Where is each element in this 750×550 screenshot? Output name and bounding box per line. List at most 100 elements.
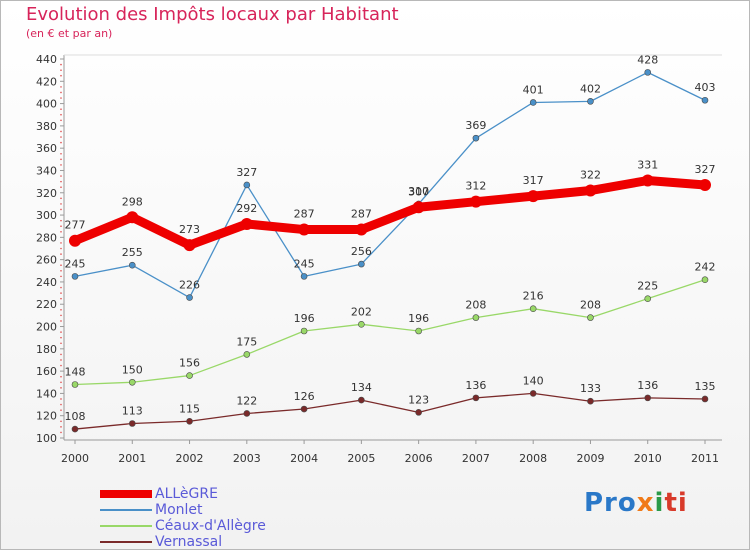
legend-swatch [100, 509, 152, 511]
data-label: 307 [408, 185, 429, 198]
data-point [358, 396, 365, 404]
data-point [529, 305, 537, 312]
y-minor-tick [60, 359, 62, 361]
y-minor-tick [60, 180, 62, 183]
y-tick-label: 400 [36, 98, 57, 111]
y-tick-label: 380 [36, 120, 57, 133]
data-point [699, 178, 711, 191]
data-point [587, 98, 594, 105]
y-minor-tick [60, 426, 62, 428]
data-label: 115 [179, 402, 200, 415]
data-point [469, 195, 482, 208]
y-minor-tick [60, 186, 62, 188]
y-minor-tick [60, 420, 62, 423]
legend-swatch [100, 541, 152, 543]
data-label: 287 [351, 208, 372, 221]
y-minor-tick [60, 381, 62, 384]
y-minor-tick [60, 158, 62, 161]
data-point [240, 217, 253, 230]
legend-swatch [100, 490, 152, 498]
y-minor-tick [60, 286, 62, 289]
y-minor-tick [60, 119, 62, 122]
y-tick-label: 120 [36, 410, 57, 423]
data-point [243, 181, 251, 189]
y-minor-tick [60, 130, 62, 133]
data-point [701, 395, 709, 403]
y-minor-tick [60, 275, 62, 278]
x-tick-label: 2004 [290, 452, 318, 465]
y-minor-tick [60, 86, 62, 88]
y-minor-tick [60, 97, 62, 99]
data-label: 255 [122, 246, 143, 259]
y-minor-tick [60, 336, 62, 339]
y-minor-tick [60, 175, 62, 177]
data-label: 122 [236, 394, 257, 407]
data-point [71, 381, 79, 388]
logo-part-3: i [654, 488, 665, 518]
data-label: 123 [408, 393, 429, 406]
x-tick-label: 2002 [176, 452, 204, 465]
data-point [71, 273, 79, 280]
y-tick-label: 440 [36, 53, 57, 66]
data-point [300, 405, 308, 413]
data-point [128, 420, 136, 427]
data-label: 245 [65, 257, 86, 270]
y-minor-tick [60, 69, 62, 71]
data-point [71, 425, 79, 433]
data-point [183, 239, 196, 252]
legend-label: ALLèGRE [155, 486, 218, 502]
y-tick-label: 280 [36, 231, 57, 244]
data-point [298, 223, 311, 236]
data-point [584, 184, 597, 197]
data-label: 245 [294, 257, 315, 270]
data-point [126, 211, 139, 224]
data-label: 148 [65, 365, 86, 378]
data-label: 292 [236, 202, 257, 215]
x-tick-label: 2008 [519, 452, 547, 465]
y-minor-tick [60, 431, 62, 434]
y-tick-label: 220 [36, 298, 57, 311]
y-minor-tick [60, 208, 62, 211]
y-minor-tick [60, 297, 62, 300]
data-label: 428 [637, 53, 658, 66]
y-minor-tick [60, 219, 62, 222]
y-minor-tick [60, 320, 62, 322]
data-label: 175 [236, 335, 257, 348]
data-label: 133 [580, 382, 601, 395]
legend-label: Vernassal [155, 534, 223, 550]
data-label: 136 [637, 379, 658, 392]
x-tick-label: 2006 [405, 452, 433, 465]
data-point [472, 314, 480, 321]
y-tick-label: 340 [36, 164, 57, 177]
y-tick-label: 180 [36, 343, 57, 356]
x-tick-label: 2000 [61, 452, 89, 465]
legend-label: Céaux-d'Allègre [155, 518, 266, 534]
data-label: 135 [695, 380, 716, 393]
y-minor-tick [60, 91, 62, 94]
data-label: 136 [465, 379, 486, 392]
y-minor-tick [60, 403, 62, 406]
data-label: 134 [351, 381, 372, 394]
y-minor-tick [60, 375, 62, 378]
data-point [243, 410, 251, 417]
data-point [128, 378, 136, 386]
y-minor-tick [60, 364, 62, 367]
data-label: 401 [523, 83, 544, 96]
series-line-3 [74, 392, 706, 430]
data-point [128, 261, 136, 269]
data-point [529, 99, 537, 106]
y-minor-tick [60, 269, 62, 272]
data-label: 310 [408, 185, 429, 198]
y-tick-label: 160 [36, 365, 57, 378]
y-tick-label: 260 [36, 254, 57, 267]
data-point [186, 417, 193, 425]
data-point [472, 394, 480, 402]
data-label: 208 [580, 299, 601, 312]
data-label: 402 [580, 82, 601, 95]
data-point [644, 295, 652, 302]
data-point [527, 190, 540, 203]
data-point [186, 372, 193, 379]
data-label: 196 [408, 312, 429, 325]
data-label: 256 [351, 245, 372, 258]
